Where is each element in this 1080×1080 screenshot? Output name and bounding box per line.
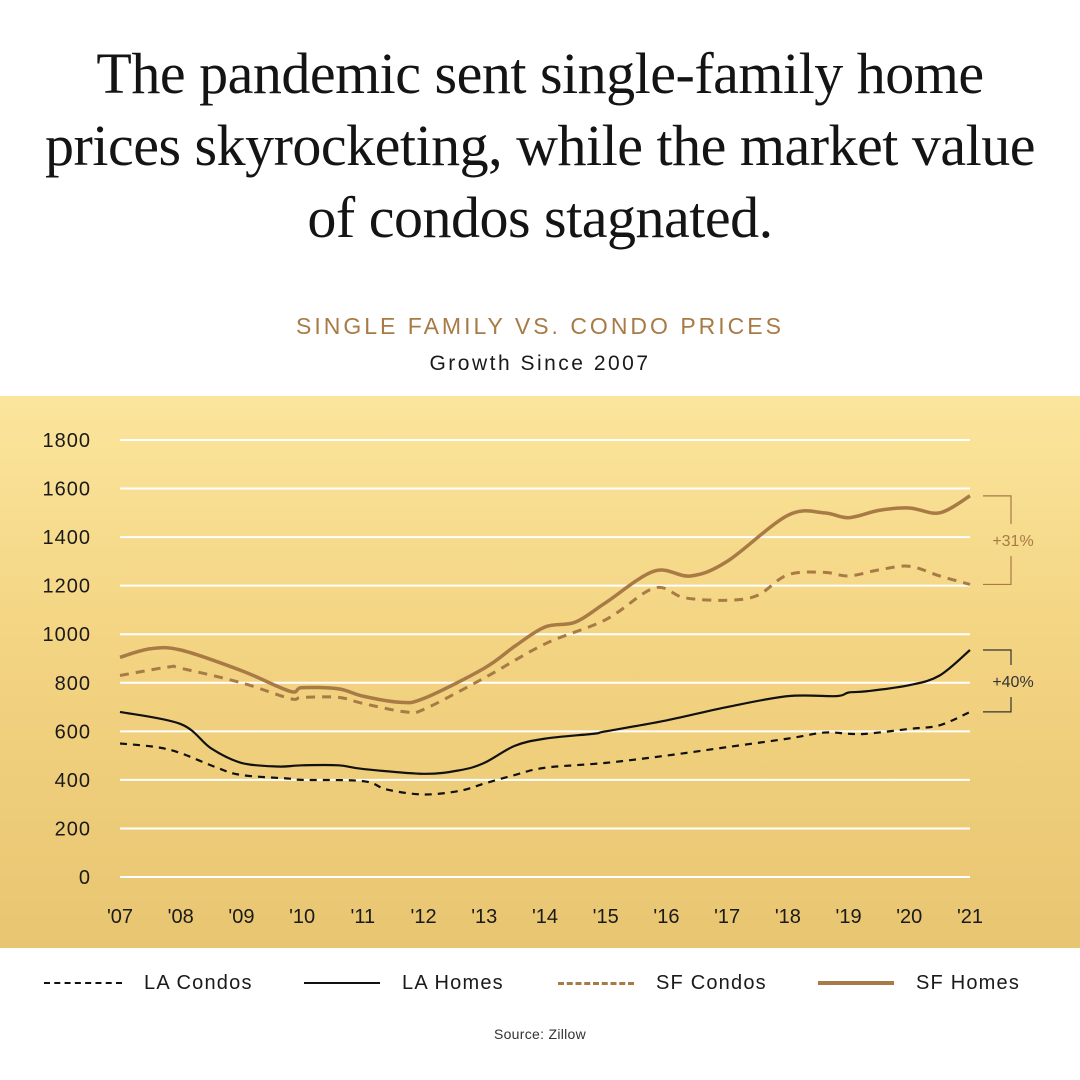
solid-line-swatch-icon — [818, 981, 894, 985]
y-tick-label: 1000 — [43, 624, 92, 646]
y-tick-label: 400 — [55, 770, 91, 792]
x-tick-label: '10 — [289, 906, 315, 928]
legend-label: SF Condos — [656, 971, 767, 994]
x-tick-label: '07 — [107, 906, 133, 928]
y-tick-label: 0 — [79, 867, 91, 889]
y-tick-label: 800 — [55, 673, 91, 695]
y-tick-label: 1600 — [43, 479, 92, 501]
y-tick-label: 1200 — [43, 576, 92, 598]
x-tick-label: '14 — [532, 906, 558, 928]
dotted-line-swatch-icon — [558, 981, 634, 985]
legend-label: LA Homes — [402, 971, 504, 994]
x-tick-label: '17 — [714, 906, 740, 928]
legend-item-la-condos: LA Condos — [44, 968, 253, 998]
x-tick-label: '11 — [351, 906, 376, 928]
chart-title: SINGLE FAMILY VS. CONDO PRICES — [296, 313, 784, 339]
headline: The pandemic sent single-family home pri… — [0, 38, 1080, 254]
x-tick-label: '08 — [168, 906, 194, 928]
headline-line-2: prices skyrocketing, while the market va… — [45, 113, 1035, 178]
x-tick-label: '16 — [653, 906, 679, 928]
bracket-icon — [983, 696, 1012, 713]
x-tick-label: '09 — [228, 906, 254, 928]
chart-panel: 0 200 400 600 800 1000 1200 1400 1600 1800 '07 '08 '… — [0, 396, 1080, 948]
x-tick-label: '20 — [896, 906, 922, 928]
dotted-line-swatch-icon — [44, 982, 122, 984]
series-line-sf-homes — [119, 494, 971, 705]
x-tick-label: '15 — [593, 906, 619, 928]
legend-label: SF Homes — [916, 971, 1021, 994]
x-tick-label: '18 — [775, 906, 801, 928]
x-tick-label: '19 — [836, 906, 862, 928]
series-line-sf-condos — [119, 564, 971, 715]
x-tick-label: '12 — [411, 906, 437, 928]
series-line-la-homes — [119, 649, 971, 775]
source-note: Source: Zillow — [493, 1026, 587, 1042]
bracket-icon — [983, 556, 1012, 586]
x-tick-label: '21 — [957, 906, 983, 928]
chart-subtitle: Growth Since 2007 — [429, 352, 651, 375]
annotation-label: +31% — [992, 533, 1033, 550]
y-tick-label: 200 — [55, 818, 91, 840]
headline-line-1: The pandemic sent single-family home — [96, 41, 984, 106]
headline-line-3: of condos stagnated. — [307, 185, 773, 250]
series-line-la-condos — [119, 710, 971, 796]
legend-item-sf-homes: SF Homes — [818, 968, 1020, 998]
legend: LA Condos LA Homes SF Condos SF Homes — [0, 968, 1080, 998]
bracket-icon — [983, 649, 1012, 665]
legend-item-la-homes: LA Homes — [304, 968, 504, 998]
legend-item-sf-condos: SF Condos — [558, 968, 767, 998]
y-tick-label: 1400 — [43, 527, 92, 549]
y-tick-label: 1800 — [43, 430, 92, 452]
bracket-icon — [983, 495, 1012, 525]
x-tick-label: '13 — [471, 906, 497, 928]
solid-line-swatch-icon — [304, 982, 380, 984]
legend-label: LA Condos — [144, 971, 253, 994]
annotation-label: +40% — [992, 674, 1033, 691]
line-chart: 0 200 400 600 800 1000 1200 1400 1600 1800 '07 '08 '… — [43, 430, 1034, 928]
y-tick-label: 600 — [55, 721, 91, 743]
